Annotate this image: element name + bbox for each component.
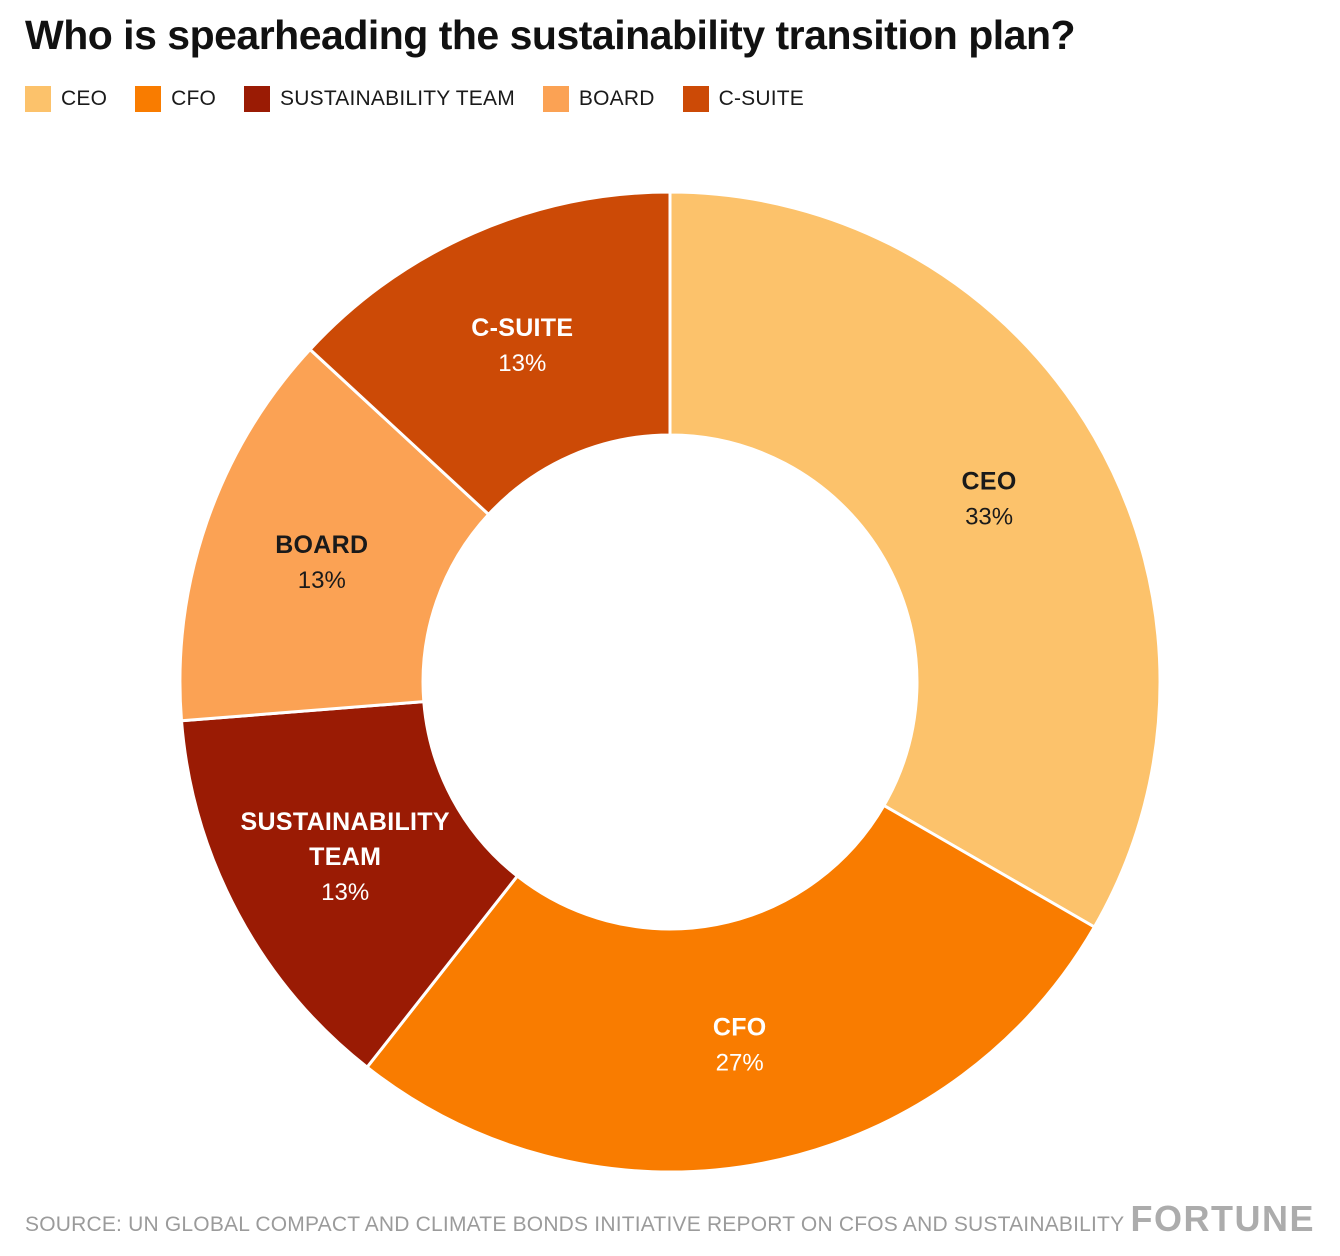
legend-item-cfo: CFO — [135, 86, 216, 112]
footer: SOURCE: UN GLOBAL COMPACT AND CLIMATE BO… — [25, 1198, 1315, 1240]
slice-ceo — [668, 190, 1162, 930]
slice-sustainability-team — [179, 699, 520, 1070]
legend-label: SUSTAINABILITY TEAM — [280, 87, 515, 110]
fortune-logo: FORTUNE — [1130, 1198, 1315, 1239]
slice-c-suite — [307, 190, 672, 517]
slice-label-cfo: CFO 27% — [713, 1013, 767, 1076]
slice-label-c-suite: C-SUITE 13% — [471, 314, 573, 377]
legend-swatch-board — [542, 86, 569, 112]
chart-legend: CEO CFO SUSTAINABILITY TEAM BOARD C-SUITE — [25, 86, 804, 112]
slice-board — [178, 347, 491, 723]
slice-label-board: BOARD 13% — [275, 531, 368, 594]
slice-label-sustainability-team: SUSTAINABILITY TEAM 13% — [241, 808, 450, 906]
legend-swatch-sustainability-team — [244, 86, 271, 112]
slice-label-ceo: CEO 33% — [962, 467, 1017, 530]
legend-swatch-c-suite — [682, 86, 709, 112]
legend-label: C-SUITE — [718, 87, 805, 110]
legend-item-board: BOARD — [542, 86, 655, 112]
legend-label: BOARD — [578, 87, 655, 110]
legend-swatch-cfo — [135, 86, 162, 112]
page-title: Who is spearheading the sustainability t… — [25, 12, 1076, 58]
legend-item-sustainability-team: SUSTAINABILITY TEAM — [244, 86, 515, 112]
legend-label: CEO — [61, 87, 108, 110]
source-text: SOURCE: UN GLOBAL COMPACT AND CLIMATE BO… — [25, 1213, 1125, 1236]
legend-item-ceo: CEO — [25, 86, 107, 112]
legend-label: CFO — [171, 87, 217, 110]
legend-item-c-suite: C-SUITE — [682, 86, 805, 112]
slice-cfo — [364, 803, 1097, 1174]
legend-swatch-ceo — [25, 86, 51, 112]
